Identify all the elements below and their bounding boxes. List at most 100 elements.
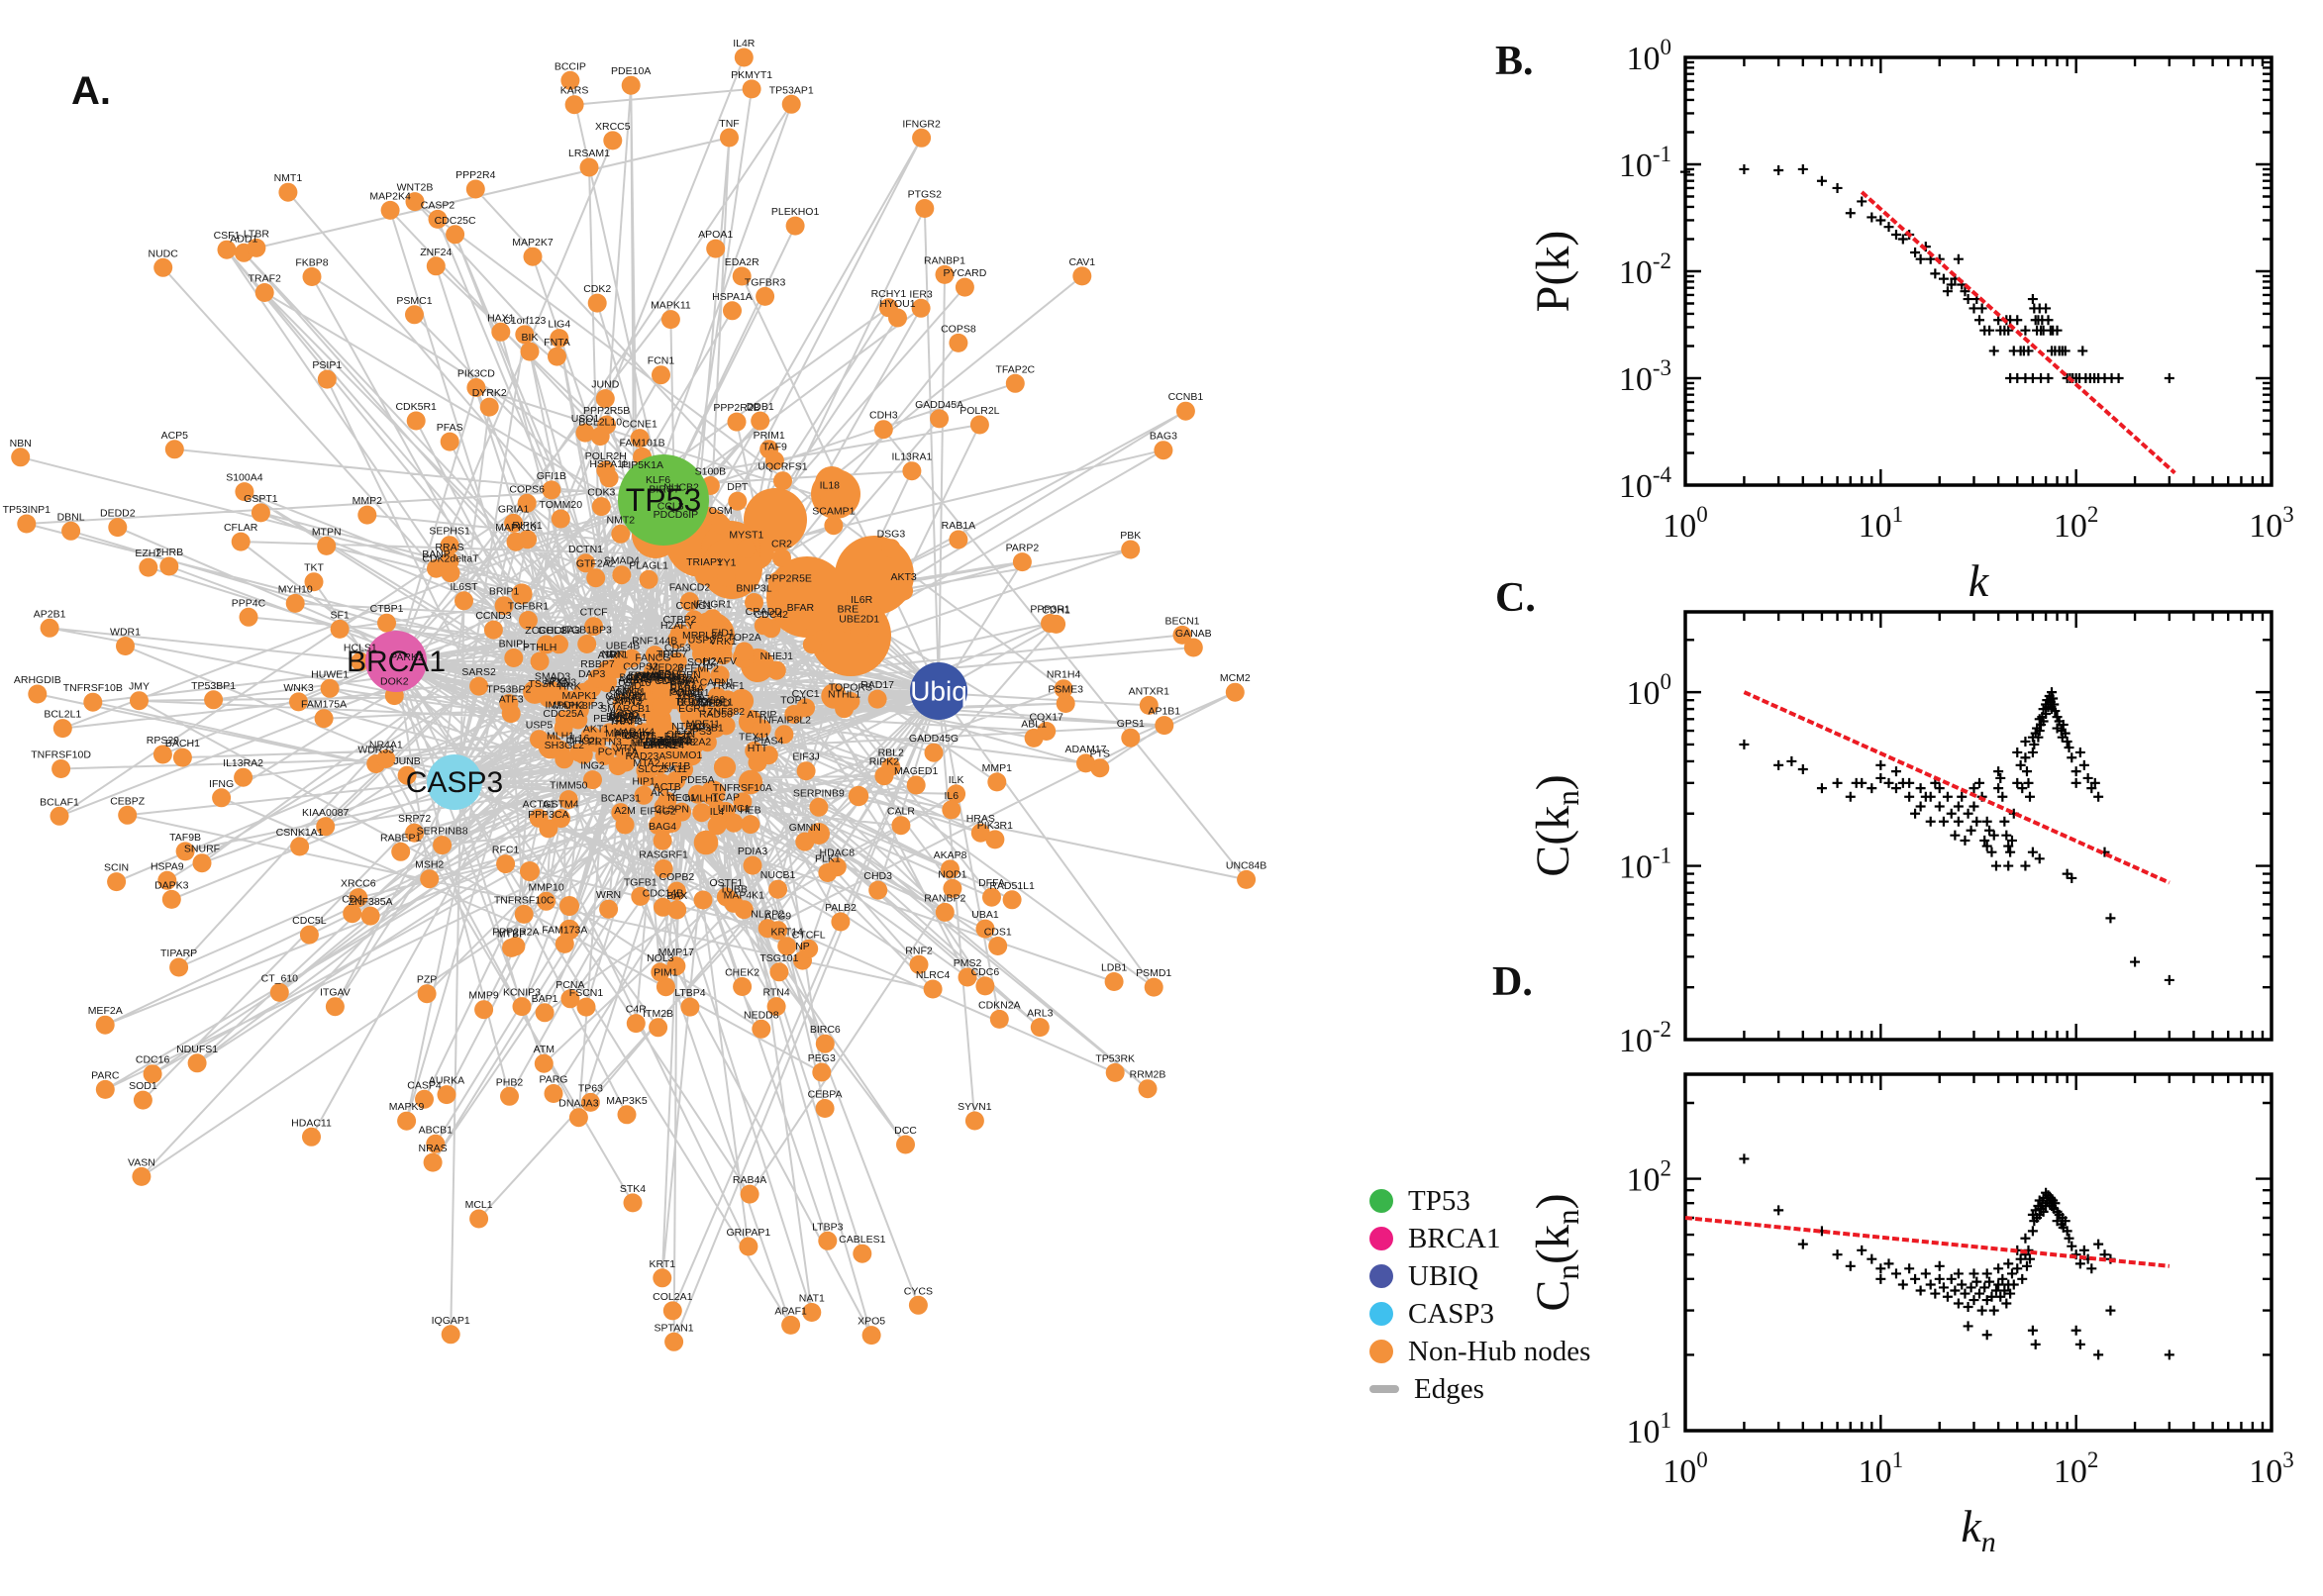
network-node-label: PYCARD	[944, 267, 987, 279]
network-node-label: BIRC6	[810, 1024, 841, 1036]
network-node-label: CCL3	[657, 501, 684, 513]
network-node	[732, 266, 752, 286]
network-node	[397, 765, 417, 785]
network-node-label: CALR	[887, 806, 915, 818]
network-node-label: ATM	[534, 1044, 555, 1055]
network-node	[330, 619, 350, 639]
network-node-label: BAP1	[532, 993, 558, 1005]
network-node	[766, 997, 786, 1017]
network-node	[316, 817, 336, 837]
network-node-label: GANAB	[1175, 628, 1212, 640]
network-node	[548, 347, 566, 366]
network-node-label: ATF3	[499, 694, 524, 706]
network-node-label: AKT3	[890, 571, 916, 583]
legend-item: UBIQ	[1369, 1260, 1590, 1292]
network-node-label: PSMD1	[1136, 967, 1171, 979]
network-node-label: VRK1	[709, 636, 737, 648]
network-node-label: TCAP	[712, 792, 740, 804]
network-node	[778, 583, 798, 602]
network-node-label: MMP10	[529, 881, 564, 893]
network-node-label: CDC42	[755, 609, 789, 621]
network-node	[943, 878, 962, 898]
network-node-label: PLEKHO1	[771, 206, 820, 218]
network-node-label: BCL2A1	[608, 712, 647, 724]
network-node	[852, 604, 871, 624]
network-node	[269, 982, 289, 1002]
network-node-label: XRCC6	[341, 878, 376, 890]
network-node-label: PRTN3	[588, 737, 622, 748]
network-node-label: EGR1	[678, 703, 707, 715]
network-node-label: HSPA1A	[712, 291, 753, 303]
network-node-label: BAG4	[649, 821, 676, 833]
network-node	[584, 617, 604, 637]
network-node-label: NP	[795, 941, 810, 952]
network-filler-node	[700, 780, 726, 806]
network-node	[152, 745, 172, 764]
network-node	[515, 325, 535, 345]
network-node	[691, 666, 711, 686]
network-node	[299, 925, 319, 945]
network-node-label: NHEJ1	[760, 650, 793, 662]
network-node	[707, 686, 727, 706]
network-node-label: S100A4	[226, 472, 263, 484]
network-node-label: USP5	[526, 720, 554, 732]
network-node	[631, 886, 651, 906]
network-node	[924, 743, 944, 762]
network-node-label: AKAP8	[934, 849, 967, 861]
network-node	[653, 1268, 672, 1288]
network-node	[680, 592, 699, 612]
network-node	[446, 225, 465, 245]
network-node	[28, 684, 48, 704]
network-node-label: APAF1	[774, 1305, 807, 1317]
network-node-label: ANTXR1	[1129, 685, 1170, 697]
network-node	[239, 607, 258, 627]
legend-item: BRCA1	[1369, 1223, 1590, 1254]
tick-label: 101	[1859, 1447, 1904, 1490]
network-node-label: MAP2K4	[369, 190, 411, 202]
network-node-label: ALG9	[764, 911, 791, 923]
network-node	[656, 977, 675, 997]
network-node-label: SMG1	[616, 686, 646, 698]
network-node	[758, 919, 777, 939]
network-node-labels: USF2 ORC2L MCM2 CDC6 COPS6 BCCIP CCNB1 CDK3 CCND…	[3, 38, 1267, 1334]
network-node-label: MCL1	[465, 1199, 493, 1211]
network-node	[734, 900, 754, 920]
network-node-label: EID1	[711, 628, 735, 640]
network-node	[376, 749, 396, 768]
network-node	[116, 637, 135, 655]
network-node	[608, 756, 628, 776]
network-node-label: NMT1	[274, 172, 303, 184]
network-node-label: ZCCHC8	[525, 625, 567, 637]
network-node	[405, 192, 425, 212]
network-node	[774, 725, 794, 745]
network-node-label: CSDE1	[698, 697, 733, 709]
network-node-label: KRT9	[651, 737, 677, 748]
network-node	[988, 937, 1008, 955]
network-node-label: HDAC8	[820, 848, 856, 859]
network-node	[987, 772, 1007, 792]
network-node	[735, 642, 755, 661]
network-node	[377, 613, 396, 633]
network-node	[745, 593, 763, 612]
network-node-label: FAM173A	[542, 924, 587, 936]
network-node-label: RRM2B	[1130, 1069, 1166, 1081]
network-node-label: NEO1	[667, 792, 696, 804]
network-node	[631, 682, 651, 702]
network-node	[930, 409, 950, 429]
network-node-label: TP63	[578, 1082, 603, 1094]
network-node-label: ITGB1BP3	[562, 625, 612, 637]
network-node-label: MAGED1	[894, 765, 939, 777]
network-node-label: TGFB2	[657, 735, 691, 747]
network-node	[752, 1019, 771, 1039]
network-node-label: TOP1	[780, 695, 807, 707]
tick-label: 103	[2249, 1447, 2294, 1490]
network-node-label: TNFAIP8L2	[758, 715, 811, 727]
network-node-label: NR1H4	[1047, 669, 1081, 681]
network-node-label: AP1B1	[1148, 706, 1180, 718]
network-node-label: RTN4	[762, 987, 789, 999]
network-node-label: CHD3	[863, 870, 892, 882]
network-node-label: IL6R	[851, 594, 873, 606]
network-node-label: MAPK9	[389, 1101, 425, 1113]
network-node	[579, 157, 599, 177]
network-node	[1121, 540, 1141, 559]
